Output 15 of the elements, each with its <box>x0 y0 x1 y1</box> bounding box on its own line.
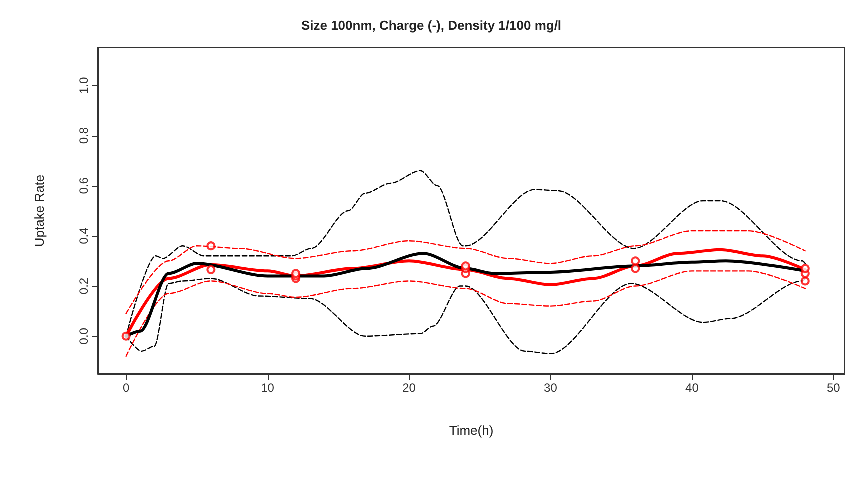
x-tick-label: 50 <box>827 381 841 395</box>
y-tick-label: 0.2 <box>77 278 91 295</box>
y-tick-label: 0.0 <box>77 328 91 345</box>
x-tick-label: 10 <box>261 381 275 395</box>
y-tick-label: 0.8 <box>77 127 91 144</box>
x-axis-title: Time(h) <box>449 423 494 438</box>
x-tick-label: 40 <box>686 381 700 395</box>
y-axis-title: Uptake Rate <box>32 174 47 248</box>
x-tick-label: 0 <box>122 381 130 395</box>
y-tick-label: 1.0 <box>77 76 91 94</box>
x-tick-label: 20 <box>402 381 416 395</box>
chart-title: Size 100nm, Charge (-), Density 1/100 mg/l <box>301 18 562 33</box>
x-tick-label: 30 <box>544 381 558 395</box>
y-tick-label: 0.4 <box>77 227 91 244</box>
y-tick-label: 0.6 <box>77 177 91 194</box>
